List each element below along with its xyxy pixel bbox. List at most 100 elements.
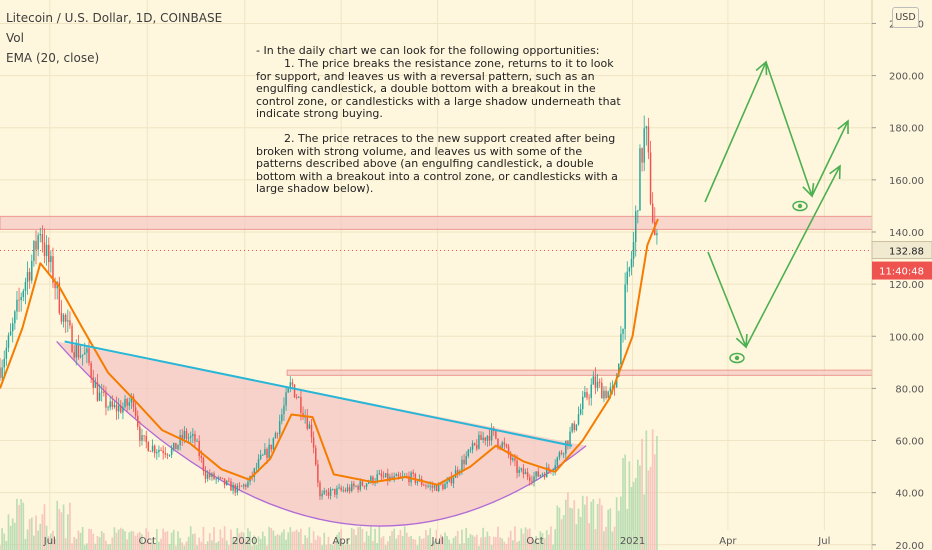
volume-bar (158, 541, 160, 550)
candle-body (645, 126, 648, 129)
candle-body (58, 282, 61, 313)
volume-bar (382, 536, 385, 550)
volume-bar (425, 530, 427, 550)
candle-body (643, 128, 645, 163)
volume-bar (579, 516, 582, 550)
volume-bar (395, 538, 398, 550)
ema-legend[interactable]: EMA (20, close) (6, 51, 100, 65)
candle-body (331, 488, 334, 490)
candle-body (103, 391, 105, 393)
candle-body (285, 392, 287, 406)
time-tick-label: Oct (139, 536, 156, 547)
arrow-up-3-head (829, 164, 841, 180)
candle-body (253, 468, 256, 477)
volume-bar (253, 535, 256, 550)
volume-bar (598, 498, 601, 550)
volume-bar (607, 509, 610, 550)
volume-bar (564, 499, 567, 550)
volume-bar (437, 540, 440, 550)
volume-bar (444, 532, 446, 550)
candle-body (509, 454, 512, 460)
candle-body (391, 476, 393, 480)
candle-body (465, 455, 467, 465)
volume-bar (249, 531, 251, 550)
volume-bar (586, 496, 588, 550)
candle-body (382, 476, 385, 478)
candle-body (656, 233, 658, 236)
last-price-tag: 132.88 (889, 247, 924, 258)
volume-bar (136, 533, 139, 550)
symbol-title[interactable]: Litecoin / U.S. Dollar, 1D, COINBASE (6, 11, 223, 25)
volume-bar (336, 534, 338, 550)
time-tick-label: Oct (526, 536, 543, 547)
candle-body (86, 348, 88, 353)
candle-body (200, 456, 203, 458)
volume-bar (431, 543, 434, 550)
volume-bar (1, 528, 3, 550)
candle-body (219, 477, 222, 479)
candle-body (126, 399, 128, 406)
volume-bar (117, 529, 120, 550)
candle-body (321, 493, 323, 497)
volume-bar (39, 523, 42, 550)
candle-body (60, 312, 63, 322)
volume-bar (412, 539, 415, 550)
volume-bar (524, 527, 527, 550)
ema-line (0, 218, 659, 486)
volume-bar (75, 538, 78, 550)
candle-body (96, 382, 99, 401)
volume-bar (58, 508, 61, 550)
candle-body (323, 490, 325, 494)
volume-bar (363, 542, 366, 550)
volume-bar (439, 534, 442, 550)
volume-legend[interactable]: Vol (6, 31, 24, 45)
candle-body (444, 483, 446, 490)
volume-bar (535, 536, 537, 550)
volume-bar (236, 527, 239, 550)
candle-body (124, 399, 126, 408)
volume-bar (124, 531, 126, 550)
volume-bar (656, 436, 658, 550)
candle-body (634, 211, 637, 243)
candle-body (433, 485, 436, 488)
volume-bar (18, 505, 20, 550)
volume-bar (624, 454, 626, 550)
volume-bar (304, 535, 306, 550)
volume-bar (278, 535, 281, 550)
price-tick-label: 40.00 (895, 489, 924, 500)
candle-body (649, 152, 652, 204)
candle-body (620, 333, 622, 365)
volume-bar (147, 531, 150, 550)
axes[interactable]: 20.00 40.00 60.00 80.00 100.00 120.00 140.00 16… (43, 0, 932, 550)
volume-bar (499, 537, 501, 550)
candle-body (452, 477, 455, 484)
volume-bar (609, 508, 612, 550)
candle-body (170, 448, 173, 455)
volume-bar (50, 533, 52, 550)
support-zone (286, 369, 873, 376)
volume-bar (81, 526, 84, 550)
candle-body (81, 354, 84, 356)
candle-body (215, 478, 217, 480)
volume-bar (179, 537, 181, 550)
candle-body (206, 473, 209, 479)
volume-bar (410, 536, 412, 550)
volume-bar (9, 525, 12, 550)
volume-bar (149, 541, 152, 550)
candle-body (531, 480, 533, 482)
volume-bar (556, 505, 559, 550)
candle-body (236, 485, 239, 493)
volume-bar (473, 536, 476, 550)
candle-body (115, 404, 118, 412)
candle-body (512, 458, 514, 460)
volume-bar (380, 537, 383, 550)
volume-bar (24, 538, 27, 550)
candle-body (473, 443, 476, 445)
candle-body (232, 484, 234, 491)
price-tick-label: 120.00 (889, 280, 924, 291)
volume-bar (86, 543, 88, 550)
currency-button[interactable]: USD (892, 7, 919, 28)
volume-bar (41, 514, 44, 550)
volume-bar (567, 492, 569, 550)
